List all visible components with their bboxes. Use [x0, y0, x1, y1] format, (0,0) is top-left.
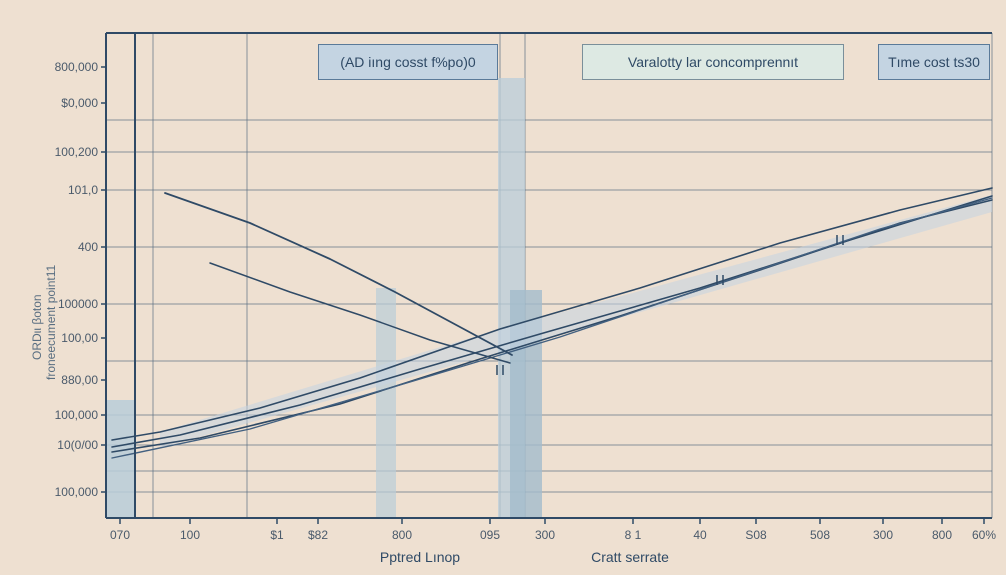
y-tick-6: 100,00 [61, 331, 98, 345]
x-tick-10: 508 [810, 528, 830, 542]
y-axis-label-1: ORDιι βοton [30, 294, 44, 360]
y-tick-1: $0,000 [61, 96, 98, 110]
x-tick-3: $82 [308, 528, 328, 542]
x-tick-5: 095 [480, 528, 500, 542]
x-tick-11: 300 [873, 528, 893, 542]
chart-canvas: (AD iıng cosst f%po)0 Varalotty lar conco… [0, 0, 1006, 575]
y-tick-3: 101,0 [68, 183, 98, 197]
x-tick-0: 070 [110, 528, 130, 542]
legend-item-0: (AD iıng cosst f%po)0 [318, 44, 498, 80]
x-tick-8: 40 [693, 528, 706, 542]
x-axis-label-2: Cratt serrate [591, 549, 669, 565]
chart-svg [0, 0, 1006, 575]
y-axis-label-2: froneecument point11 [44, 265, 58, 380]
legend-item-1: Varalotty lar concomprennıt [582, 44, 844, 80]
y-tick-5: 100000 [58, 297, 98, 311]
y-tick-9: 10(0/00 [57, 438, 98, 452]
y-tick-0: 800,000 [55, 60, 98, 74]
x-axis-label-1: Pptred Lınop [380, 549, 460, 565]
y-tick-8: 100,000 [55, 408, 98, 422]
x-tick-1: 100 [180, 528, 200, 542]
y-tick-2: 100,200 [55, 145, 98, 159]
x-tick-12: 800 [932, 528, 952, 542]
x-tick-6: 300 [535, 528, 555, 542]
y-tick-7: 880,00 [61, 373, 98, 387]
x-tick-9: S08 [745, 528, 766, 542]
legend-item-2: Tıme cost ts30 [878, 44, 990, 80]
y-tick-4: 400 [78, 240, 98, 254]
x-tick-2: $1 [270, 528, 283, 542]
x-tick-7: 8 1 [625, 528, 642, 542]
y-tick-10: 100,000 [55, 485, 98, 499]
x-tick-4: 800 [392, 528, 412, 542]
x-tick-13: 60% [972, 528, 996, 542]
